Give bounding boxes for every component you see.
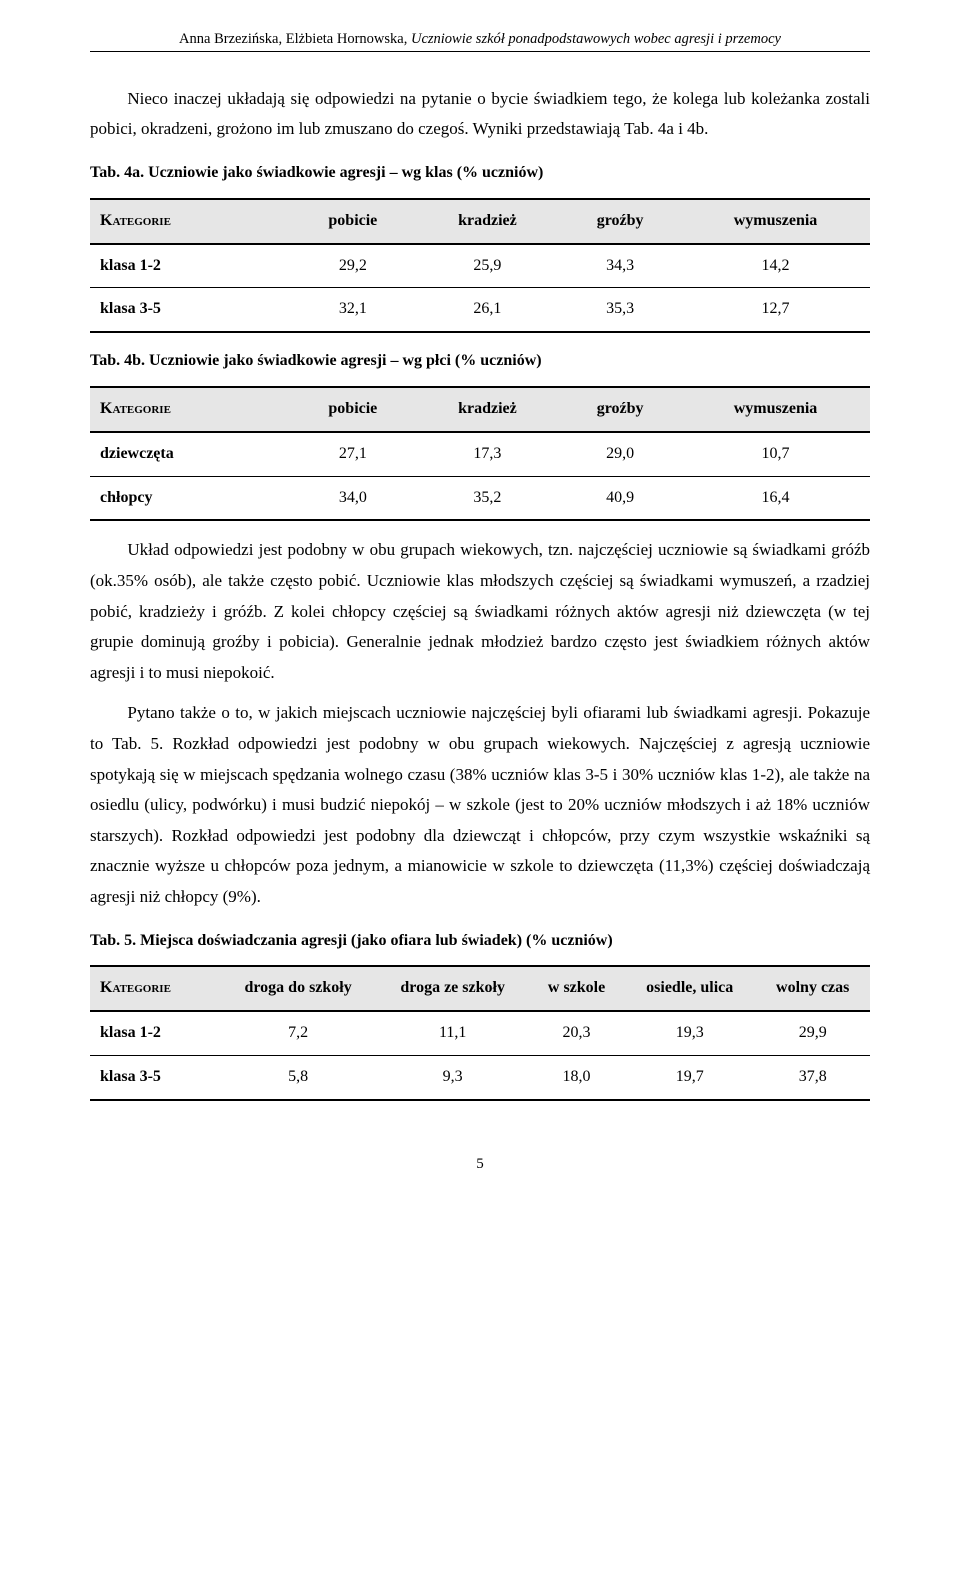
col-header: groźby: [559, 387, 681, 432]
col-header: Kategorie: [90, 199, 290, 244]
cell: 34,3: [559, 244, 681, 288]
cell: 7,2: [220, 1011, 376, 1055]
cell: 35,3: [559, 288, 681, 332]
cell: 29,2: [290, 244, 416, 288]
table-row: chłopcy 34,0 35,2 40,9 16,4: [90, 476, 870, 520]
col-header: Kategorie: [90, 387, 290, 432]
cell: 34,0: [290, 476, 416, 520]
cell: 17,3: [416, 432, 559, 476]
col-header: droga do szkoły: [220, 966, 376, 1011]
row-label: klasa 1-2: [90, 1011, 220, 1055]
col-header: wymuszenia: [681, 199, 870, 244]
cell: 27,1: [290, 432, 416, 476]
cell: 26,1: [416, 288, 559, 332]
col-header: groźby: [559, 199, 681, 244]
cell: 19,7: [624, 1055, 755, 1099]
cell: 18,0: [529, 1055, 624, 1099]
cell: 10,7: [681, 432, 870, 476]
col-header: kradzież: [416, 387, 559, 432]
table-4b: Kategorie pobicie kradzież groźby wymusz…: [90, 386, 870, 521]
table-4a: Kategorie pobicie kradzież groźby wymusz…: [90, 198, 870, 333]
cell: 19,3: [624, 1011, 755, 1055]
cell: 9,3: [376, 1055, 529, 1099]
cell: 35,2: [416, 476, 559, 520]
table-header-row: Kategorie pobicie kradzież groźby wymusz…: [90, 199, 870, 244]
header-authors: Anna Brzezińska, Elżbieta Hornowska,: [179, 31, 411, 47]
row-label: chłopcy: [90, 476, 290, 520]
table-header-row: Kategorie pobicie kradzież groźby wymusz…: [90, 387, 870, 432]
table-row: klasa 3-5 32,1 26,1 35,3 12,7: [90, 288, 870, 332]
table-5: Kategorie droga do szkoły droga ze szkoł…: [90, 965, 870, 1100]
row-label: klasa 3-5: [90, 1055, 220, 1099]
paragraph-1: Nieco inaczej układają się odpowiedzi na…: [90, 84, 870, 145]
cell: 5,8: [220, 1055, 376, 1099]
cell: 20,3: [529, 1011, 624, 1055]
table-row: dziewczęta 27,1 17,3 29,0 10,7: [90, 432, 870, 476]
table-4b-caption: Tab. 4b. Uczniowie jako świadkowie agres…: [90, 347, 870, 376]
paragraph-3: Pytano także o to, w jakich miejscach uc…: [90, 698, 870, 912]
col-header: wymuszenia: [681, 387, 870, 432]
table-4a-caption: Tab. 4a. Uczniowie jako świadkowie agres…: [90, 159, 870, 188]
cell: 16,4: [681, 476, 870, 520]
cell: 29,9: [755, 1011, 870, 1055]
cell: 12,7: [681, 288, 870, 332]
cell: 14,2: [681, 244, 870, 288]
row-label: dziewczęta: [90, 432, 290, 476]
col-header: w szkole: [529, 966, 624, 1011]
col-header: kradzież: [416, 199, 559, 244]
row-label: klasa 3-5: [90, 288, 290, 332]
table-row: klasa 1-2 29,2 25,9 34,3 14,2: [90, 244, 870, 288]
cell: 25,9: [416, 244, 559, 288]
cell: 40,9: [559, 476, 681, 520]
paragraph-2: Układ odpowiedzi jest podobny w obu grup…: [90, 535, 870, 688]
col-header: pobicie: [290, 199, 416, 244]
col-header: osiedle, ulica: [624, 966, 755, 1011]
page-header: Anna Brzezińska, Elżbieta Hornowska, Ucz…: [90, 30, 870, 52]
cell: 32,1: [290, 288, 416, 332]
cell: 11,1: [376, 1011, 529, 1055]
row-label: klasa 1-2: [90, 244, 290, 288]
col-header: droga ze szkoły: [376, 966, 529, 1011]
cell: 29,0: [559, 432, 681, 476]
col-header: Kategorie: [90, 966, 220, 1011]
cell: 37,8: [755, 1055, 870, 1099]
col-header: pobicie: [290, 387, 416, 432]
table-header-row: Kategorie droga do szkoły droga ze szkoł…: [90, 966, 870, 1011]
col-header: wolny czas: [755, 966, 870, 1011]
table-5-caption: Tab. 5. Miejsca doświadczania agresji (j…: [90, 927, 870, 956]
page-number: 5: [90, 1151, 870, 1178]
header-title-italic: Uczniowie szkół ponadpodstawowych wobec …: [411, 31, 781, 47]
table-row: klasa 1-2 7,2 11,1 20,3 19,3 29,9: [90, 1011, 870, 1055]
table-row: klasa 3-5 5,8 9,3 18,0 19,7 37,8: [90, 1055, 870, 1099]
